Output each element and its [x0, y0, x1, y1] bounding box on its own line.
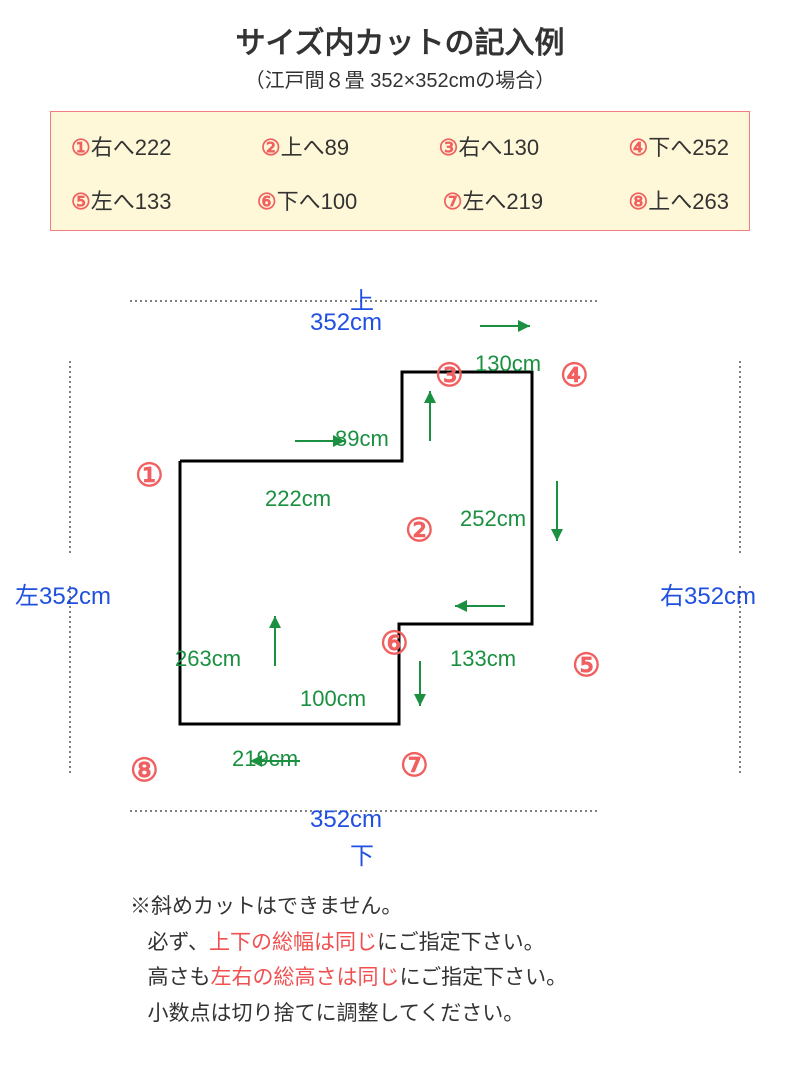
step-item: ③右へ130: [439, 130, 539, 162]
page-title: サイズ内カットの記入例: [0, 18, 800, 62]
diagram: 上352cm352cm下左352cm右352cm①②③④⑤⑥⑦⑧222cm89c…: [0, 241, 800, 881]
note-2c: にご指定下さい。: [377, 931, 545, 954]
vertex-label: ⑦: [400, 746, 429, 784]
note-3c: にご指定下さい。: [400, 966, 568, 989]
note-2b: 上下の総幅は同じ: [209, 931, 377, 954]
measure-label: 252cm: [460, 506, 526, 532]
step-item: ⑥下へ100: [257, 184, 357, 216]
vertex-label: ②: [405, 511, 434, 549]
note-line-1: ※斜めカットはできません。: [130, 889, 800, 925]
vertex-label: ⑥: [380, 624, 409, 662]
page-subtitle: （江戸間８畳 352×352cmの場合）: [0, 64, 800, 93]
vertex-label: ①: [135, 456, 164, 494]
measure-label: 219cm: [232, 746, 298, 772]
step-item: ⑧上へ263: [629, 184, 729, 216]
vertex-label: ⑧: [130, 751, 159, 789]
diagram-svg: [0, 241, 800, 881]
notes: ※斜めカットはできません。 必ず、上下の総幅は同じにご指定下さい。 高さも左右の…: [130, 889, 800, 1032]
step-item: ⑦左へ219: [443, 184, 543, 216]
steps-row-1: ①右へ222 ②上へ89 ③右へ130 ④下へ252: [71, 130, 729, 162]
steps-box: ①右へ222 ②上へ89 ③右へ130 ④下へ252 ⑤左へ133 ⑥下へ100 ⑦左へ2…: [50, 111, 750, 231]
vertex-label: ⑤: [572, 646, 601, 684]
note-3a: 高さも: [148, 966, 211, 989]
label-bottom-char: 下: [350, 836, 374, 871]
note-3b: 左右の総高さは同じ: [211, 966, 400, 989]
vertex-label: ④: [560, 356, 589, 394]
label-right: 右352cm: [660, 576, 756, 611]
label-left: 左352cm: [15, 576, 111, 611]
note-line-4: 小数点は切り捨てに調整してください。: [130, 996, 800, 1032]
vertex-label: ③: [435, 356, 464, 394]
note-line-3: 高さも左右の総高さは同じにご指定下さい。: [130, 960, 800, 996]
step-item: ①右へ222: [71, 130, 171, 162]
label-top-dim: 352cm: [310, 309, 382, 337]
note-4: 小数点は切り捨てに調整してください。: [148, 1002, 525, 1025]
measure-label: 222cm: [265, 486, 331, 512]
measure-label: 100cm: [300, 686, 366, 712]
measure-label: 89cm: [335, 426, 389, 452]
measure-label: 263cm: [175, 646, 241, 672]
note-2a: 必ず、: [148, 931, 210, 954]
note-line-2: 必ず、上下の総幅は同じにご指定下さい。: [130, 925, 800, 961]
page: サイズ内カットの記入例 （江戸間８畳 352×352cmの場合） ①右へ222 ②…: [0, 18, 800, 1032]
step-item: ④下へ252: [629, 130, 729, 162]
steps-row-2: ⑤左へ133 ⑥下へ100 ⑦左へ219 ⑧上へ263: [71, 184, 729, 216]
measure-label: 130cm: [475, 351, 541, 377]
measure-label: 133cm: [450, 646, 516, 672]
step-item: ⑤左へ133: [71, 184, 171, 216]
step-item: ②上へ89: [261, 130, 349, 162]
label-bottom-dim: 352cm: [310, 806, 382, 834]
